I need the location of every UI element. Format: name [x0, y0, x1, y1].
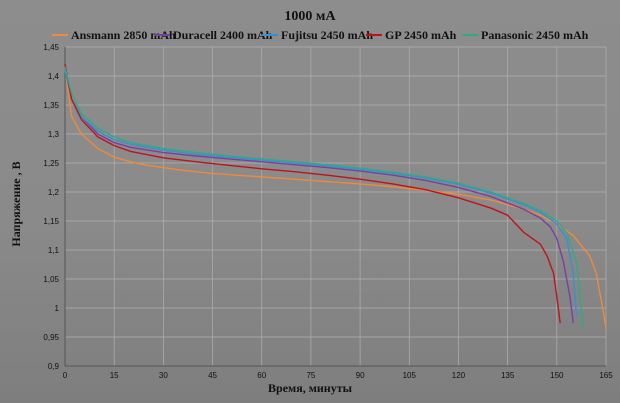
- legend-label: Panasonic 2450 mAh: [481, 28, 589, 42]
- x-axis-label: Время, минуты: [268, 381, 353, 395]
- y-tick-label: 1,1: [48, 246, 60, 255]
- y-tick-label: 1,15: [43, 217, 59, 226]
- x-tick-label: 165: [599, 371, 613, 380]
- x-axis-ticks: 0 15 30 45 60 75 90 105 120 135 150 165: [63, 371, 613, 380]
- series-line-fujitsu: [64, 69, 578, 318]
- legend-label: Ansmann 2850 mAh: [71, 28, 176, 42]
- series-line-ansmann: [64, 66, 607, 329]
- y-tick-label: 1,4: [48, 72, 60, 81]
- y-tick-label: 0,95: [43, 333, 59, 342]
- y-tick-label: 1,25: [43, 159, 59, 168]
- series-line-duracell: [64, 66, 574, 324]
- x-tick-label: 60: [257, 371, 266, 380]
- series-lines: [64, 63, 607, 329]
- x-tick-label: 105: [403, 371, 417, 380]
- y-tick-label: 1,35: [43, 101, 59, 110]
- x-tick-label: 135: [501, 371, 515, 380]
- y-axis-label: Напряжение , В: [9, 161, 23, 246]
- x-tick-label: 15: [110, 371, 119, 380]
- legend-label: GP 2450 mAh: [385, 28, 457, 42]
- y-tick-label: 1,2: [48, 188, 60, 197]
- legend-label: Duracell 2400 mAh: [173, 28, 273, 42]
- x-tick-label: 120: [452, 371, 466, 380]
- y-tick-label: 0,9: [48, 362, 60, 371]
- y-tick-label: 1,45: [43, 43, 59, 52]
- x-tick-label: 30: [159, 371, 168, 380]
- x-tick-label: 45: [208, 371, 217, 380]
- y-axis-ticks: 0,9 0,95 1 1,05 1,1 1,15 1,2 1,25 1,3 1,35 1,4 1,45: [43, 43, 59, 371]
- y-tick-label: 1,05: [43, 275, 59, 284]
- x-tick-label: 90: [356, 371, 365, 380]
- y-tick-label: 1: [55, 304, 60, 313]
- x-tick-label: 0: [63, 371, 68, 380]
- series-line-panasonic: [64, 66, 584, 328]
- x-tick-label: 150: [550, 371, 564, 380]
- x-tick-label: 75: [306, 371, 315, 380]
- grid: [64, 46, 607, 367]
- chart-title: 1000 мА: [284, 9, 336, 24]
- series-line-gp: [64, 63, 561, 324]
- legend-label: Fujitsu 2450 mAh: [281, 28, 373, 42]
- y-tick-label: 1,3: [48, 130, 60, 139]
